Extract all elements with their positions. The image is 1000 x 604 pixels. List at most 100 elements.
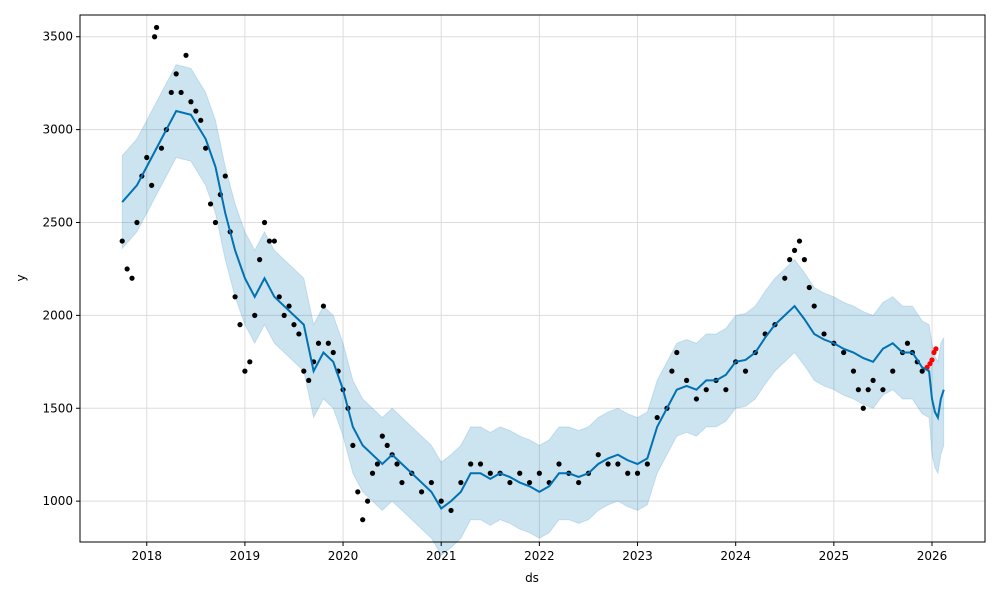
observed-point: [271, 238, 277, 244]
observed-point: [517, 470, 523, 476]
y-tick-label: 2500: [42, 215, 73, 229]
observed-point: [669, 368, 675, 374]
observed-point: [595, 452, 601, 458]
grid: [80, 15, 985, 542]
observed-point: [723, 387, 729, 393]
observed-point: [703, 387, 709, 393]
x-tick-label: 2018: [131, 549, 162, 563]
observed-point: [801, 257, 807, 263]
observed-point: [674, 349, 680, 356]
observed-point: [811, 303, 817, 309]
observed-point: [880, 387, 886, 393]
observed-point: [821, 331, 827, 337]
forecast-line: [121, 109, 945, 511]
observed-point: [787, 257, 793, 263]
observed-point: [605, 461, 611, 467]
observed-point: [158, 145, 165, 151]
observed-point: [301, 368, 307, 374]
observed-point: [198, 117, 204, 123]
observed-point: [276, 294, 282, 300]
observed-point: [919, 368, 925, 374]
observed-point: [183, 52, 189, 58]
x-tick-label: 2019: [230, 549, 261, 563]
observed-point: [320, 303, 327, 309]
plot-frame: [79, 14, 986, 543]
observed-point: [173, 71, 179, 77]
observed-point: [207, 201, 214, 207]
observed-point: [350, 442, 356, 449]
observed-point: [693, 396, 700, 402]
observed-point: [458, 479, 464, 486]
x-tick-label: 2026: [917, 549, 948, 563]
observed-point: [369, 470, 376, 476]
recent-points: [924, 346, 939, 370]
observed-point: [149, 182, 155, 188]
observed-point: [865, 387, 871, 393]
observed-point: [890, 368, 896, 374]
observed-point: [576, 479, 582, 486]
observed-point: [536, 470, 542, 476]
observed-point: [119, 238, 125, 244]
recent-point: [929, 357, 935, 363]
observed-point: [325, 340, 331, 346]
observed-point: [526, 479, 533, 486]
observed-point: [507, 479, 513, 486]
observed-point: [904, 340, 911, 346]
observed-point: [625, 470, 631, 476]
y-tick-label: 3000: [42, 123, 73, 137]
observed-point: [232, 294, 238, 300]
observed-point: [806, 284, 812, 291]
observed-point: [634, 470, 641, 476]
observed-point: [791, 247, 798, 253]
x-tick-label: 2024: [720, 549, 751, 563]
observed-point: [193, 108, 199, 114]
observed-point: [654, 414, 660, 421]
observed-point: [203, 145, 209, 151]
observed-point: [615, 461, 621, 467]
observed-point: [261, 219, 268, 226]
observed-point: [487, 470, 493, 476]
observed-point: [237, 322, 243, 328]
y-axis-label: y: [14, 274, 28, 281]
x-tick-label: 2020: [328, 549, 359, 563]
observed-point: [257, 257, 263, 263]
y-tick-label: 1500: [42, 401, 73, 415]
observed-point: [212, 219, 219, 226]
x-axis-label: ds: [525, 571, 539, 585]
observed-point: [330, 349, 336, 356]
observed-point: [556, 461, 562, 467]
observed-point: [153, 24, 160, 31]
uncertainty-band: [121, 64, 945, 556]
observed-point: [129, 275, 135, 281]
recent-point: [933, 346, 939, 352]
x-tick-label: 2025: [819, 549, 850, 563]
observed-point: [296, 331, 302, 337]
y-tick-label: 2000: [42, 308, 73, 322]
observed-point: [399, 479, 405, 486]
observed-point: [742, 368, 749, 374]
observed-point: [379, 433, 385, 439]
observed-point: [151, 34, 158, 40]
observed-point: [286, 303, 292, 309]
y-tick-label: 1000: [42, 494, 73, 508]
observed-point: [306, 377, 312, 383]
observed-point: [124, 266, 130, 272]
observed-point: [222, 173, 228, 179]
observed-point: [782, 275, 788, 281]
observed-point: [870, 377, 876, 383]
observed-point: [315, 340, 322, 346]
observed-point: [860, 405, 866, 411]
y-tick-label: 3500: [42, 30, 73, 44]
observed-point: [178, 89, 184, 96]
observed-point: [247, 359, 253, 365]
observed-point: [188, 99, 194, 105]
observed-point: [355, 489, 361, 495]
x-axis: 2018 2019 2020 2021 2022 2023 2024 2025 2026: [131, 542, 947, 563]
x-tick-label: 2021: [426, 549, 457, 563]
observed-point: [364, 498, 371, 504]
observed-point: [644, 461, 650, 467]
observed-point: [168, 89, 174, 96]
observed-point: [134, 219, 140, 226]
observed-point: [384, 442, 390, 449]
